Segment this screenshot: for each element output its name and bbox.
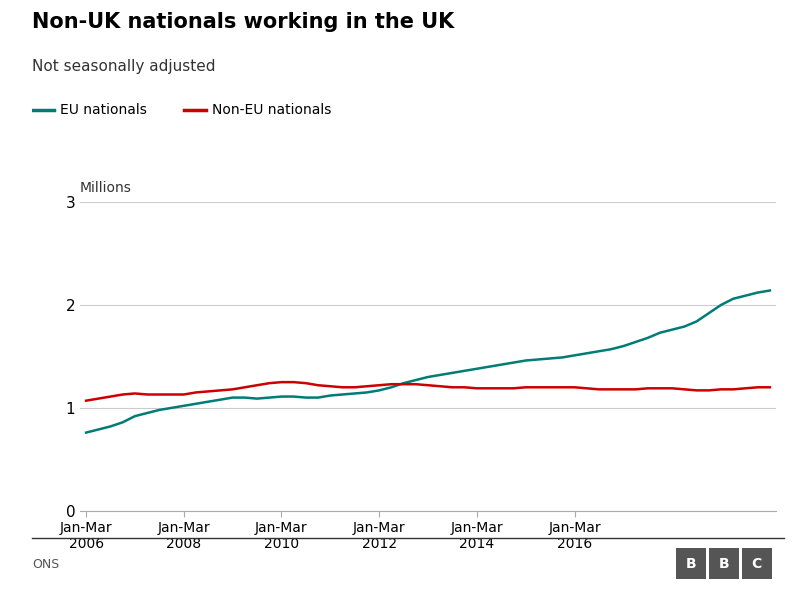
Text: B: B: [686, 557, 697, 571]
Text: B: B: [718, 557, 730, 571]
Text: Not seasonally adjusted: Not seasonally adjusted: [32, 59, 215, 74]
Text: ONS: ONS: [32, 558, 59, 571]
Text: EU nationals: EU nationals: [60, 103, 147, 117]
Text: Millions: Millions: [80, 181, 132, 195]
Text: Non-EU nationals: Non-EU nationals: [212, 103, 331, 117]
Text: Non-UK nationals working in the UK: Non-UK nationals working in the UK: [32, 12, 454, 32]
Text: C: C: [752, 557, 762, 571]
